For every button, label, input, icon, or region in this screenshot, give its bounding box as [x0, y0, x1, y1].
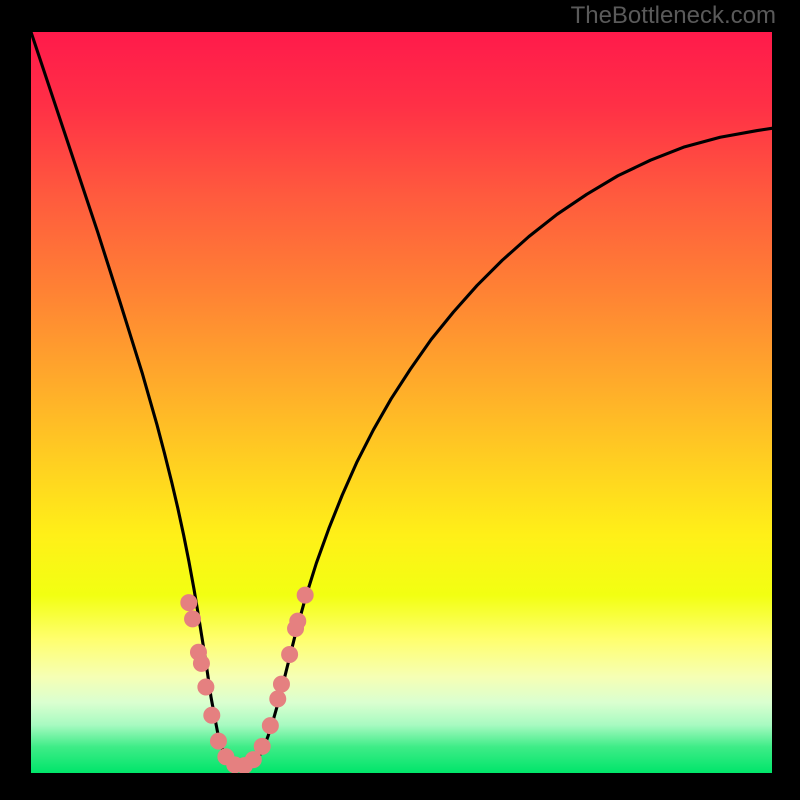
data-dot: [262, 718, 278, 734]
data-dot: [290, 613, 306, 629]
plot-area: [31, 32, 772, 773]
data-dot: [297, 587, 313, 603]
data-dot: [198, 679, 214, 695]
data-dot: [254, 738, 270, 754]
curve-line: [31, 32, 772, 769]
data-dot: [185, 611, 201, 627]
data-dot: [273, 676, 289, 692]
data-dots: [181, 587, 313, 773]
data-dot: [204, 707, 220, 723]
bottleneck-curve: [31, 32, 772, 773]
data-dot: [193, 655, 209, 671]
data-dot: [270, 691, 286, 707]
chart-frame: TheBottleneck.com: [0, 0, 800, 800]
data-dot: [210, 733, 226, 749]
data-dot: [282, 646, 298, 662]
watermark-text: TheBottleneck.com: [571, 2, 776, 30]
data-dot: [181, 595, 197, 611]
